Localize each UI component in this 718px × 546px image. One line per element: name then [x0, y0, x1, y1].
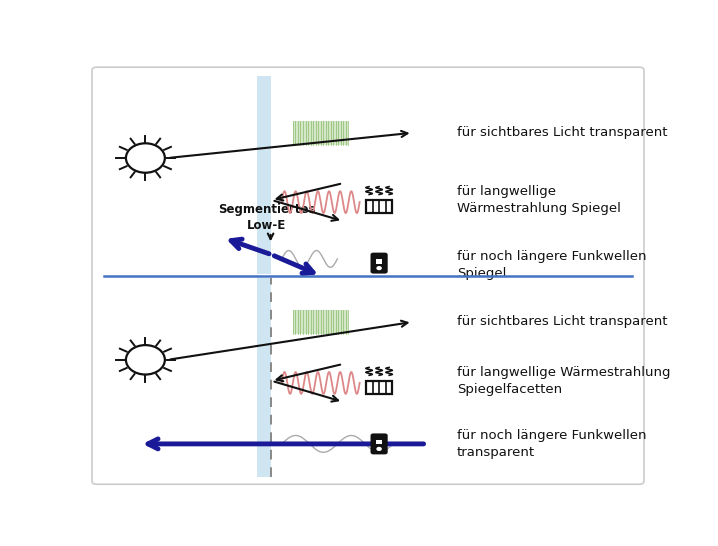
Circle shape	[376, 266, 382, 270]
Text: für noch längere Funkwellen
transparent: für noch längere Funkwellen transparent	[457, 429, 646, 459]
Bar	[293, 121, 348, 145]
Bar	[376, 259, 382, 264]
Circle shape	[376, 447, 382, 451]
Text: für langwellige
Wärmestrahlung Spiegel: für langwellige Wärmestrahlung Spiegel	[457, 185, 621, 215]
Bar	[366, 200, 392, 213]
Text: für langwellige Wärmestrahlung
Spiegelfacetten: für langwellige Wärmestrahlung Spiegelfa…	[457, 366, 671, 396]
Bar	[257, 278, 271, 477]
FancyBboxPatch shape	[370, 253, 388, 274]
Bar	[366, 381, 392, 394]
Text: für sichtbares Licht transparent: für sichtbares Licht transparent	[457, 316, 668, 329]
FancyBboxPatch shape	[370, 434, 388, 454]
Text: Segmentiertes
Low-E: Segmentiertes Low-E	[218, 203, 315, 232]
FancyBboxPatch shape	[92, 67, 644, 484]
Bar	[257, 76, 271, 274]
Text: für noch längere Funkwellen
Spiegel: für noch längere Funkwellen Spiegel	[457, 250, 646, 281]
Bar	[376, 440, 382, 444]
Bar	[293, 310, 348, 334]
Text: für sichtbares Licht transparent: für sichtbares Licht transparent	[457, 126, 668, 139]
